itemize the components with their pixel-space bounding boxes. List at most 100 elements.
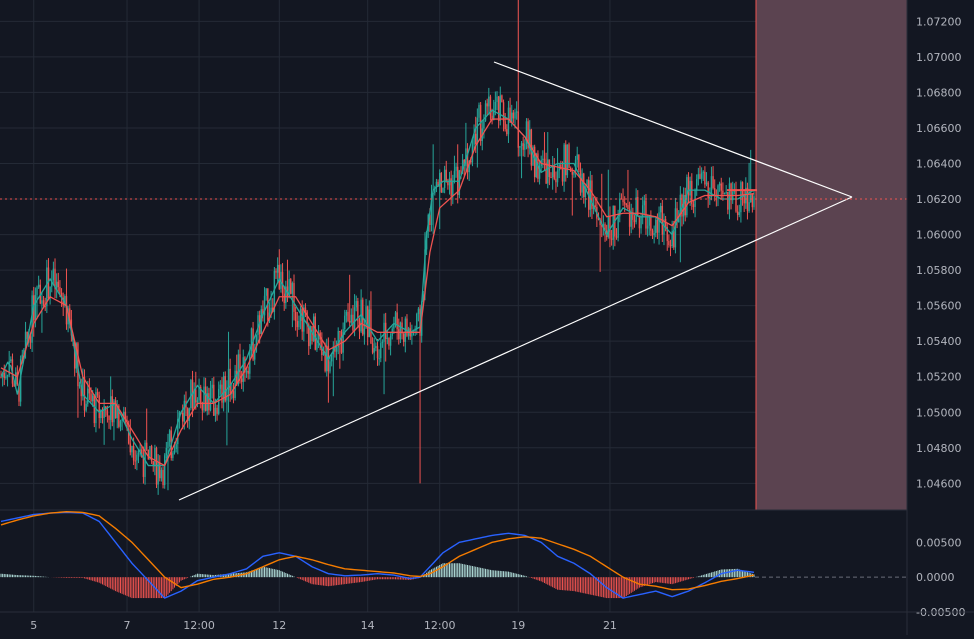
macd-tick-label: 0.0000 [916, 571, 955, 584]
candle-body [707, 182, 709, 199]
candle-body [193, 389, 195, 409]
triangle-upper-edge[interactable] [493, 61, 853, 198]
candle-body [41, 300, 43, 304]
candle-body [682, 194, 685, 217]
candle-body [684, 194, 686, 216]
candle-body [584, 187, 587, 198]
candle-body [478, 104, 480, 118]
candle-body [49, 286, 51, 299]
candle-body [5, 376, 7, 379]
time-tick-label: 5 [30, 619, 37, 632]
candle-body [633, 219, 636, 223]
candle-body [579, 170, 582, 193]
moving-average-fast-line [0, 109, 755, 467]
candle-body [547, 159, 549, 184]
candle-body [265, 288, 267, 296]
candle-body [263, 295, 266, 316]
candle-body [738, 212, 740, 216]
candle-body [553, 166, 555, 179]
candle-body [398, 329, 400, 340]
candle-body [586, 179, 588, 188]
candle-body [127, 428, 130, 444]
candle-body [402, 333, 405, 342]
candle-body [36, 287, 38, 295]
time-tick-label: 7 [124, 619, 131, 632]
candle-body [422, 294, 425, 302]
candle-body [676, 208, 678, 223]
candle-body [561, 168, 564, 182]
triangle-lower-edge[interactable] [178, 196, 853, 501]
candle-body [691, 180, 693, 205]
candle-body [488, 96, 490, 107]
candle-body [301, 308, 303, 332]
candle-body [10, 359, 12, 362]
candle-body [101, 409, 104, 418]
candle-body [489, 96, 492, 116]
candle-body [669, 245, 672, 247]
candle-body [100, 409, 102, 419]
time-tick-label: 19 [511, 619, 525, 632]
candle-body [623, 202, 626, 204]
candle-body [196, 400, 199, 403]
candle-body [694, 189, 696, 208]
candle-body [720, 183, 722, 191]
candle-body [330, 354, 333, 362]
candle-body [236, 370, 238, 385]
candle-body [434, 187, 436, 194]
candle-body [573, 171, 575, 175]
candle-body [96, 392, 99, 396]
candle-body [668, 241, 670, 246]
candle-body [452, 180, 454, 197]
candle-body [411, 330, 413, 337]
candle-body [658, 212, 660, 233]
candle-body [507, 107, 510, 135]
candle-body [142, 456, 145, 477]
candle-body [443, 169, 446, 188]
candle-body [728, 183, 731, 210]
candle-body [525, 121, 528, 144]
price-tick-label: 1.05800 [916, 264, 962, 277]
candle-body [227, 368, 230, 391]
candle-body [653, 233, 655, 236]
candle-body [348, 321, 351, 323]
moving-average-slow-line [0, 118, 755, 467]
candle-body [131, 445, 133, 453]
candle-body [376, 346, 379, 359]
candle-body [714, 187, 716, 197]
candle-body [280, 271, 282, 289]
candle-body [293, 283, 295, 312]
candle-body [229, 368, 231, 394]
candle-body [167, 441, 169, 448]
candle-body [399, 322, 402, 340]
candle-body [237, 354, 240, 385]
candle-body [357, 301, 359, 322]
price-scale[interactable] [907, 0, 974, 635]
candle-body [473, 133, 475, 145]
time-tick-label: 12:00 [424, 619, 456, 632]
candle-body [515, 111, 518, 113]
macd-line [0, 511, 755, 599]
candle-body [275, 270, 277, 273]
candle-body [650, 216, 652, 231]
candle-body [213, 384, 215, 416]
candle-body [204, 386, 207, 411]
forecast-zone [756, 0, 907, 510]
candle-body [640, 216, 642, 229]
candle-body [524, 143, 526, 150]
candle-body [566, 144, 569, 176]
candle-body [298, 321, 300, 328]
candle-body [150, 446, 153, 462]
candle-body [106, 410, 109, 416]
candle-body [393, 323, 395, 329]
candle-body [347, 311, 349, 322]
candle-body [255, 335, 258, 352]
candle-body [565, 144, 567, 176]
candle-body [637, 197, 639, 216]
candle-body [18, 384, 20, 402]
price-tick-label: 1.05400 [916, 335, 962, 348]
candle-body [699, 174, 701, 179]
candle-body [260, 309, 262, 335]
candle-body [98, 395, 100, 419]
